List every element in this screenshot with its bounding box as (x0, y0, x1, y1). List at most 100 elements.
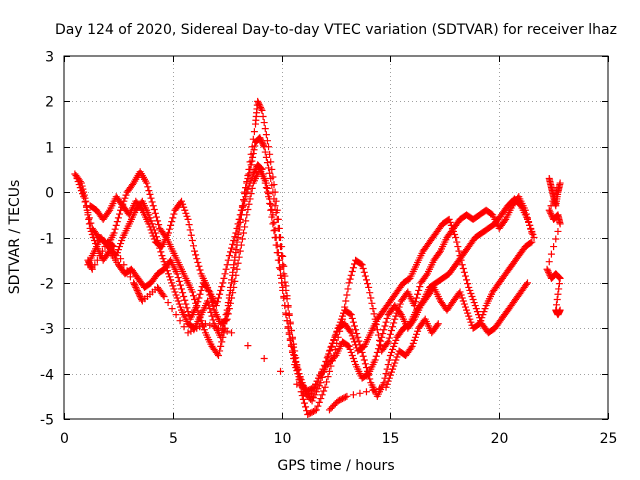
data-point-marker (167, 276, 175, 284)
data-point-marker (342, 297, 350, 305)
data-point-marker (391, 315, 399, 323)
data-point-marker (73, 175, 81, 183)
y-axis-label: SDTVAR / TECUs (7, 180, 23, 295)
data-point-marker (556, 220, 564, 228)
data-point-marker (206, 291, 214, 299)
data-point-marker (277, 367, 285, 375)
data-point-marker (195, 262, 203, 270)
data-point-marker (133, 285, 141, 293)
data-point-marker (349, 355, 357, 362)
data-point-marker (279, 261, 287, 269)
data-point-marker (257, 103, 265, 111)
data-point-marker (318, 391, 326, 399)
data-point-marker (277, 265, 285, 273)
data-point-marker (277, 243, 285, 251)
data-point-marker (547, 250, 555, 258)
data-point-marker (283, 317, 291, 325)
y-tick-label: -5 (40, 413, 54, 429)
data-point-marker (311, 407, 319, 415)
data-point-marker (224, 256, 232, 264)
data-point-marker (123, 267, 131, 275)
data-point-marker (117, 255, 125, 263)
data-point-marker (87, 262, 95, 270)
data-point-marker (130, 279, 138, 287)
data-point-marker (247, 161, 255, 169)
data-point-marker (414, 327, 422, 335)
data-point-marker (292, 358, 300, 366)
data-point-marker (380, 326, 388, 334)
data-point-marker (147, 226, 155, 234)
data-point-marker (263, 184, 271, 192)
data-point-marker (299, 382, 307, 390)
data-point-marker (122, 191, 130, 199)
data-point-marker (254, 97, 262, 105)
data-point-marker (551, 193, 559, 201)
data-point-marker (168, 279, 176, 287)
data-point-marker (191, 247, 199, 255)
data-point-marker (380, 379, 388, 387)
data-point-marker (223, 261, 231, 269)
data-point-marker (143, 179, 151, 187)
data-point-marker (452, 234, 460, 241)
data-point-marker (85, 214, 93, 222)
data-point-marker (385, 374, 393, 382)
data-point-marker (354, 333, 362, 341)
data-point-marker (270, 227, 278, 235)
x-tick-label: 20 (491, 431, 509, 447)
data-point-marker (457, 256, 465, 264)
data-point-marker (113, 218, 121, 226)
data-point-marker (347, 271, 355, 279)
data-point-marker (315, 374, 323, 382)
data-point-marker (220, 274, 228, 282)
data-point-marker (195, 294, 203, 302)
data-point-marker (134, 288, 142, 296)
data-point-marker (528, 227, 536, 235)
data-point-marker (422, 271, 430, 279)
data-point-marker (231, 277, 239, 285)
data-point-marker (230, 261, 238, 269)
data-point-marker (348, 268, 356, 276)
data-point-marker (361, 272, 369, 280)
data-point-marker (361, 360, 369, 368)
data-point-marker (326, 346, 334, 354)
data-point-marker (356, 389, 364, 397)
data-point-marker (88, 265, 96, 273)
data-point-marker (261, 148, 269, 156)
data-point-marker (173, 270, 181, 278)
data-point-marker (463, 306, 471, 314)
data-point-marker (268, 206, 276, 214)
data-point-marker (234, 259, 242, 267)
data-point-marker (163, 267, 171, 275)
data-point-marker (369, 386, 377, 394)
data-point-marker (343, 291, 351, 299)
data-point-marker (322, 358, 330, 366)
data-point-marker (85, 258, 93, 266)
data-point-marker (525, 218, 533, 226)
data-point-marker (225, 252, 233, 260)
data-point-marker (349, 264, 357, 272)
data-point-marker (281, 302, 289, 310)
data-point-marker (217, 333, 225, 341)
data-point-marker (178, 285, 186, 293)
data-point-marker (390, 362, 398, 370)
data-point-marker (247, 190, 255, 198)
data-point-marker (527, 239, 535, 247)
data-point-marker (256, 102, 264, 110)
data-point-marker (464, 309, 472, 317)
data-point-marker (337, 315, 345, 323)
data-point-marker (475, 320, 483, 328)
data-point-marker (180, 323, 188, 331)
data-point-marker (137, 294, 145, 302)
data-point-marker (391, 359, 399, 367)
data-point-marker (222, 265, 230, 273)
data-point-marker (295, 370, 303, 378)
data-point-marker (555, 274, 563, 282)
data-point-marker (194, 307, 202, 315)
data-point-marker (194, 258, 202, 266)
data-point-marker (160, 258, 168, 266)
x-tick-label: 15 (382, 431, 400, 447)
grid-lines (64, 56, 608, 419)
data-point-marker (407, 344, 415, 352)
data-point-marker (415, 286, 423, 294)
data-point-marker (180, 292, 188, 300)
